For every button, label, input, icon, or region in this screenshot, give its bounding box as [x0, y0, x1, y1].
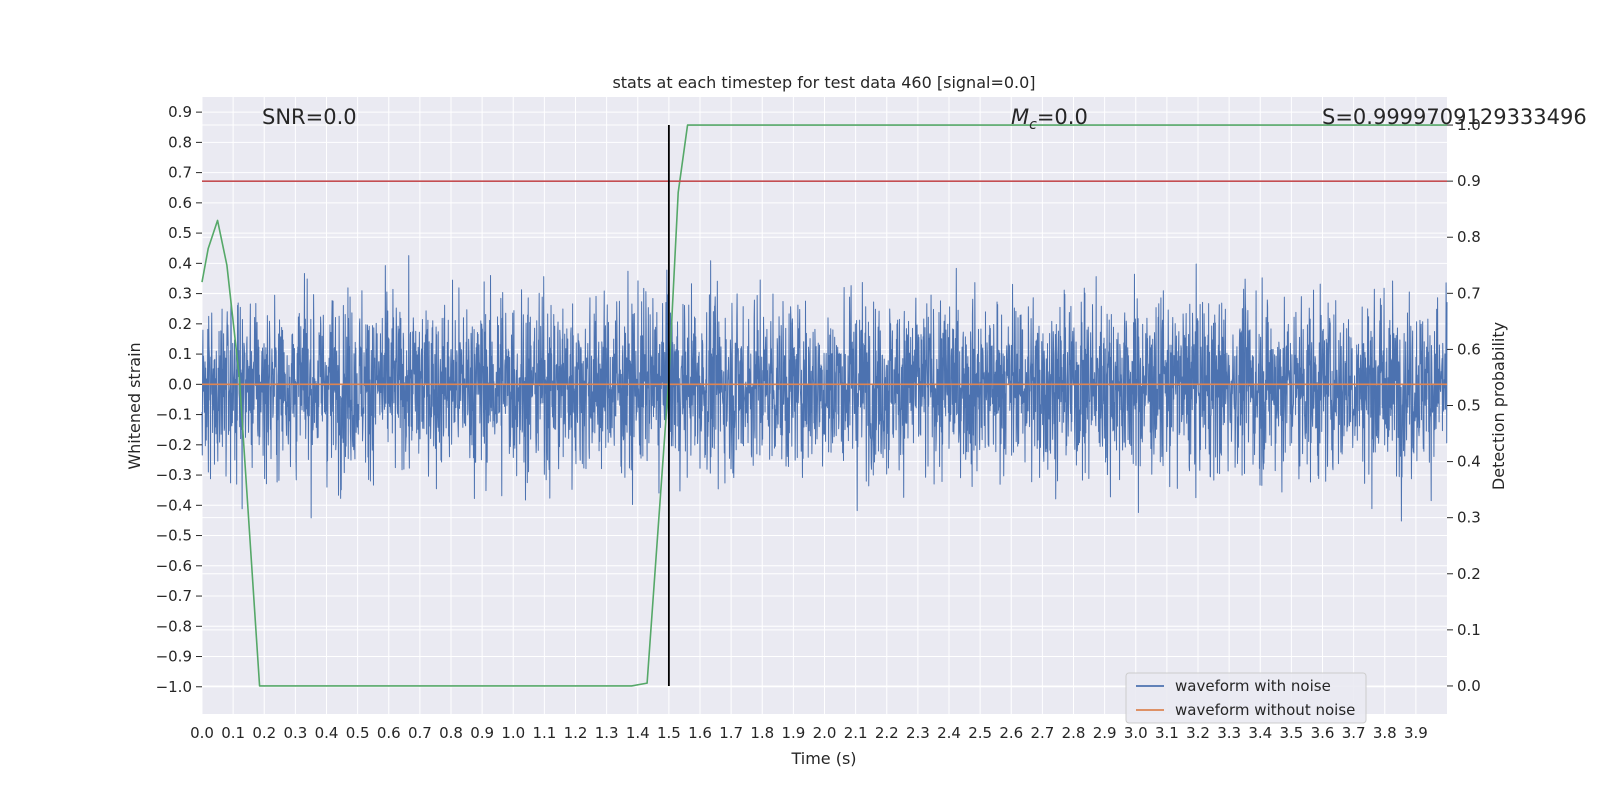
y2-tick-label: 0.2	[1457, 565, 1481, 583]
x-tick-label: 3.7	[1342, 724, 1366, 742]
mc-annotation: Mc=0.0	[1011, 105, 1088, 133]
chart-title: stats at each timestep for test data 460…	[612, 73, 1035, 92]
y-tick-label: −0.6	[156, 557, 192, 575]
x-tick-label: 3.5	[1279, 724, 1303, 742]
y-axis-title: Whitened strain	[125, 342, 144, 469]
y2-axis-ticks: 1.0 0.9 0.8 0.7 0.6 0.5 0.4 0.3 0.2 0.1 0.0	[1447, 116, 1481, 695]
y-tick-label: 0.4	[168, 254, 192, 272]
x-tick-label: 1.0	[501, 724, 525, 742]
x-tick-label: 3.6	[1311, 724, 1335, 742]
x-tick-label: 3.9	[1404, 724, 1428, 742]
y-tick-label: 0.3	[168, 285, 192, 303]
series-line-2	[201, 124, 1447, 687]
y2-tick-label: 0.8	[1457, 228, 1481, 246]
x-tick-label: 2.6	[999, 724, 1023, 742]
mc-value: =0.0	[1037, 105, 1088, 129]
y-tick-label: 0.1	[168, 345, 192, 363]
x-tick-label: 0.8	[439, 724, 463, 742]
y2-tick-label: 0.0	[1457, 677, 1481, 695]
y-tick-label: −0.5	[156, 527, 192, 545]
x-axis-ticks: 0.0 0.1 0.2 0.3 0.4 0.5 0.6 0.7 0.8 0.9 1.0 1.1 1.2 1…	[190, 724, 1428, 742]
y-tick-label: −0.3	[156, 466, 192, 484]
x-tick-label: 1.4	[626, 724, 650, 742]
snr-annotation: SNR=0.0	[262, 105, 357, 129]
y2-tick-label: 0.9	[1457, 172, 1481, 190]
y-tick-label: −0.4	[156, 496, 192, 514]
x-tick-label: 2.2	[875, 724, 899, 742]
x-tick-label: 0.7	[408, 724, 432, 742]
x-tick-label: 3.3	[1217, 724, 1241, 742]
legend-label-clean: waveform without noise	[1175, 701, 1355, 719]
y-tick-label: −0.2	[156, 436, 192, 454]
y-tick-label: 0.6	[168, 194, 192, 212]
mc-subscript: c	[1029, 117, 1037, 133]
x-tick-label: 3.1	[1155, 724, 1179, 742]
x-tick-label: 1.7	[719, 724, 743, 742]
x-tick-label: 3.8	[1373, 724, 1397, 742]
series-layer	[201, 124, 1448, 687]
x-axis-title: Time (s)	[790, 749, 856, 768]
y2-tick-label: 0.5	[1457, 397, 1481, 415]
x-tick-label: 0.9	[470, 724, 494, 742]
y-tick-label: 0.9	[168, 103, 192, 121]
series-line-0	[201, 255, 1448, 522]
y2-tick-label: 0.4	[1457, 453, 1481, 471]
x-tick-label: 0.1	[221, 724, 245, 742]
x-tick-label: 1.1	[532, 724, 556, 742]
y2-tick-label: 0.3	[1457, 509, 1481, 527]
y-tick-label: 0.5	[168, 224, 192, 242]
legend: waveform with noise waveform without noi…	[1125, 672, 1367, 724]
y-tick-label: −0.1	[156, 406, 192, 424]
legend-box	[1125, 672, 1367, 724]
x-tick-label: 0.6	[377, 724, 401, 742]
y-tick-label: −0.7	[156, 587, 192, 605]
x-tick-label: 0.5	[346, 724, 370, 742]
x-tick-label: 2.7	[1030, 724, 1054, 742]
y2-tick-label: 0.7	[1457, 284, 1481, 302]
y-tick-label: 0.8	[168, 133, 192, 151]
x-tick-label: 3.4	[1248, 724, 1272, 742]
x-tick-label: 2.0	[813, 724, 837, 742]
legend-label-noise: waveform with noise	[1175, 677, 1331, 695]
y2-axis-title: Detection probability	[1489, 322, 1508, 490]
x-tick-label: 2.1	[844, 724, 868, 742]
mc-symbol: M	[1011, 105, 1029, 129]
s-annotation: S=0.9999709129333496	[1322, 105, 1587, 129]
y-tick-label: −0.9	[156, 648, 192, 666]
y-tick-label: 0.2	[168, 315, 192, 333]
x-tick-label: 2.3	[906, 724, 930, 742]
x-tick-label: 1.6	[688, 724, 712, 742]
x-tick-label: 1.8	[750, 724, 774, 742]
y-tick-label: −0.8	[156, 617, 192, 635]
x-tick-label: 2.5	[968, 724, 992, 742]
x-tick-label: 1.9	[781, 724, 805, 742]
y2-tick-label: 0.1	[1457, 621, 1481, 639]
x-tick-label: 0.0	[190, 724, 214, 742]
y-tick-label: 0.0	[168, 375, 192, 393]
x-tick-label: 2.4	[937, 724, 961, 742]
x-tick-label: 2.8	[1062, 724, 1086, 742]
x-tick-label: 1.5	[657, 724, 681, 742]
x-tick-label: 1.3	[595, 724, 619, 742]
x-tick-label: 3.2	[1186, 724, 1210, 742]
y-axis-ticks: 0.9 0.8 0.7 0.6 0.5 0.4 0.3 0.2 0.1 0.0 −0.1 −0.2 −0…	[156, 103, 202, 696]
x-tick-label: 0.4	[315, 724, 339, 742]
x-tick-label: 3.0	[1124, 724, 1148, 742]
y-tick-label: 0.7	[168, 164, 192, 182]
x-tick-label: 0.2	[252, 724, 276, 742]
x-tick-label: 1.2	[564, 724, 588, 742]
y2-tick-label: 0.6	[1457, 340, 1481, 358]
y2-tick-label: 1.0	[1457, 116, 1481, 134]
x-tick-label: 2.9	[1093, 724, 1117, 742]
grid	[201, 97, 1447, 714]
y-tick-label: −1.0	[156, 678, 192, 696]
x-tick-label: 0.3	[283, 724, 307, 742]
